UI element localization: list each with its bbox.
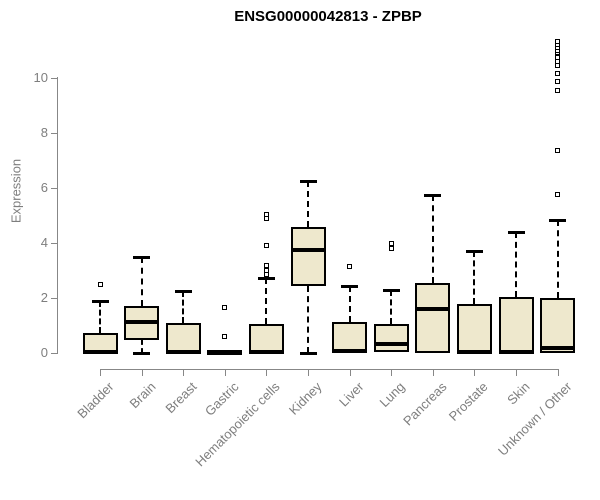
median-line <box>290 247 326 252</box>
upper-whisker <box>556 219 559 299</box>
upper-whisker-cap <box>299 180 317 184</box>
x-axis-tick <box>183 368 185 376</box>
boxplot-box <box>373 324 409 352</box>
x-axis-tick <box>474 368 476 376</box>
x-axis-tick <box>308 368 309 376</box>
upper-whisker-cap <box>465 250 483 254</box>
upper-whisker <box>307 181 309 227</box>
median-line <box>498 349 534 354</box>
median-line <box>456 349 492 354</box>
x-axis-tick <box>224 368 226 376</box>
outlier-point <box>388 246 394 252</box>
median-line <box>332 348 368 353</box>
boxplot-box <box>456 303 492 354</box>
median-line <box>207 350 243 355</box>
outlier-point <box>388 240 394 246</box>
median-line <box>82 349 118 354</box>
y-axis-tick <box>51 77 57 79</box>
y-axis-tick <box>51 298 57 300</box>
x-axis-tick <box>266 368 268 376</box>
lower-whisker <box>140 339 143 354</box>
outlier-point <box>347 263 353 269</box>
lower-whisker-cap <box>299 352 317 356</box>
y-axis-tick <box>51 132 57 134</box>
x-axis-tick <box>391 368 393 376</box>
chart-title: ENSG00000042813 - ZPBP <box>234 8 422 25</box>
upper-whisker <box>515 232 517 297</box>
upper-whisker <box>431 194 434 284</box>
median-line <box>165 349 201 354</box>
y-tick-label: 4 <box>40 235 48 251</box>
outlier-point <box>555 192 561 198</box>
upper-whisker <box>140 256 143 307</box>
upper-whisker-cap <box>257 276 275 280</box>
y-tick-label: 8 <box>40 124 48 140</box>
outlier-point <box>97 281 103 287</box>
upper-whisker <box>265 277 268 325</box>
y-axis-line <box>57 77 58 354</box>
outlier-point <box>222 305 228 311</box>
y-axis-tick <box>51 353 57 355</box>
outlier-point <box>555 87 561 93</box>
x-category-label: Unknown / Other <box>494 379 575 459</box>
median-line <box>540 345 576 350</box>
median-line <box>373 341 409 346</box>
outlier-point <box>263 262 269 268</box>
outlier-point <box>555 79 561 85</box>
upper-whisker <box>99 300 101 333</box>
y-tick-label: 0 <box>40 345 48 361</box>
lower-whisker-cap <box>133 352 151 356</box>
y-tick-label: 10 <box>33 69 48 85</box>
outlier-point <box>555 148 561 154</box>
outlier-point <box>555 71 561 77</box>
upper-whisker-cap <box>549 218 567 222</box>
outlier-point <box>222 334 228 340</box>
y-axis-tick <box>51 187 57 189</box>
x-axis-tick <box>557 368 559 376</box>
upper-whisker <box>182 291 185 323</box>
boxplot-box <box>540 298 576 354</box>
outlier-point <box>263 268 269 274</box>
x-axis-tick <box>432 368 434 376</box>
upper-whisker-cap <box>174 290 192 294</box>
x-axis-tick <box>516 368 517 376</box>
x-axis-tick <box>100 368 101 376</box>
y-tick-label: 6 <box>40 179 48 195</box>
y-axis-tick <box>51 243 57 245</box>
upper-whisker <box>348 285 351 322</box>
upper-whisker-cap <box>341 284 359 288</box>
x-axis-tick <box>141 368 143 376</box>
boxplot-box <box>498 296 534 354</box>
outlier-point <box>263 243 269 249</box>
lower-whisker <box>307 285 309 354</box>
boxplot-box <box>165 322 201 354</box>
outlier-point <box>555 39 561 45</box>
upper-whisker-cap <box>91 299 109 303</box>
boxplot-box <box>332 321 368 354</box>
outlier-point <box>263 211 269 217</box>
upper-whisker-cap <box>133 255 151 259</box>
upper-whisker-cap <box>382 288 400 292</box>
upper-whisker <box>473 251 476 304</box>
y-tick-label: 2 <box>40 290 48 306</box>
x-axis-line <box>100 368 559 370</box>
median-line <box>124 319 160 324</box>
upper-whisker <box>390 289 393 325</box>
boxplot-box <box>415 283 451 354</box>
upper-whisker-cap <box>507 231 525 235</box>
boxplot-box <box>290 226 326 286</box>
upper-whisker-cap <box>424 193 442 197</box>
median-line <box>415 307 451 312</box>
x-axis-tick <box>349 368 351 376</box>
median-line <box>248 349 284 354</box>
